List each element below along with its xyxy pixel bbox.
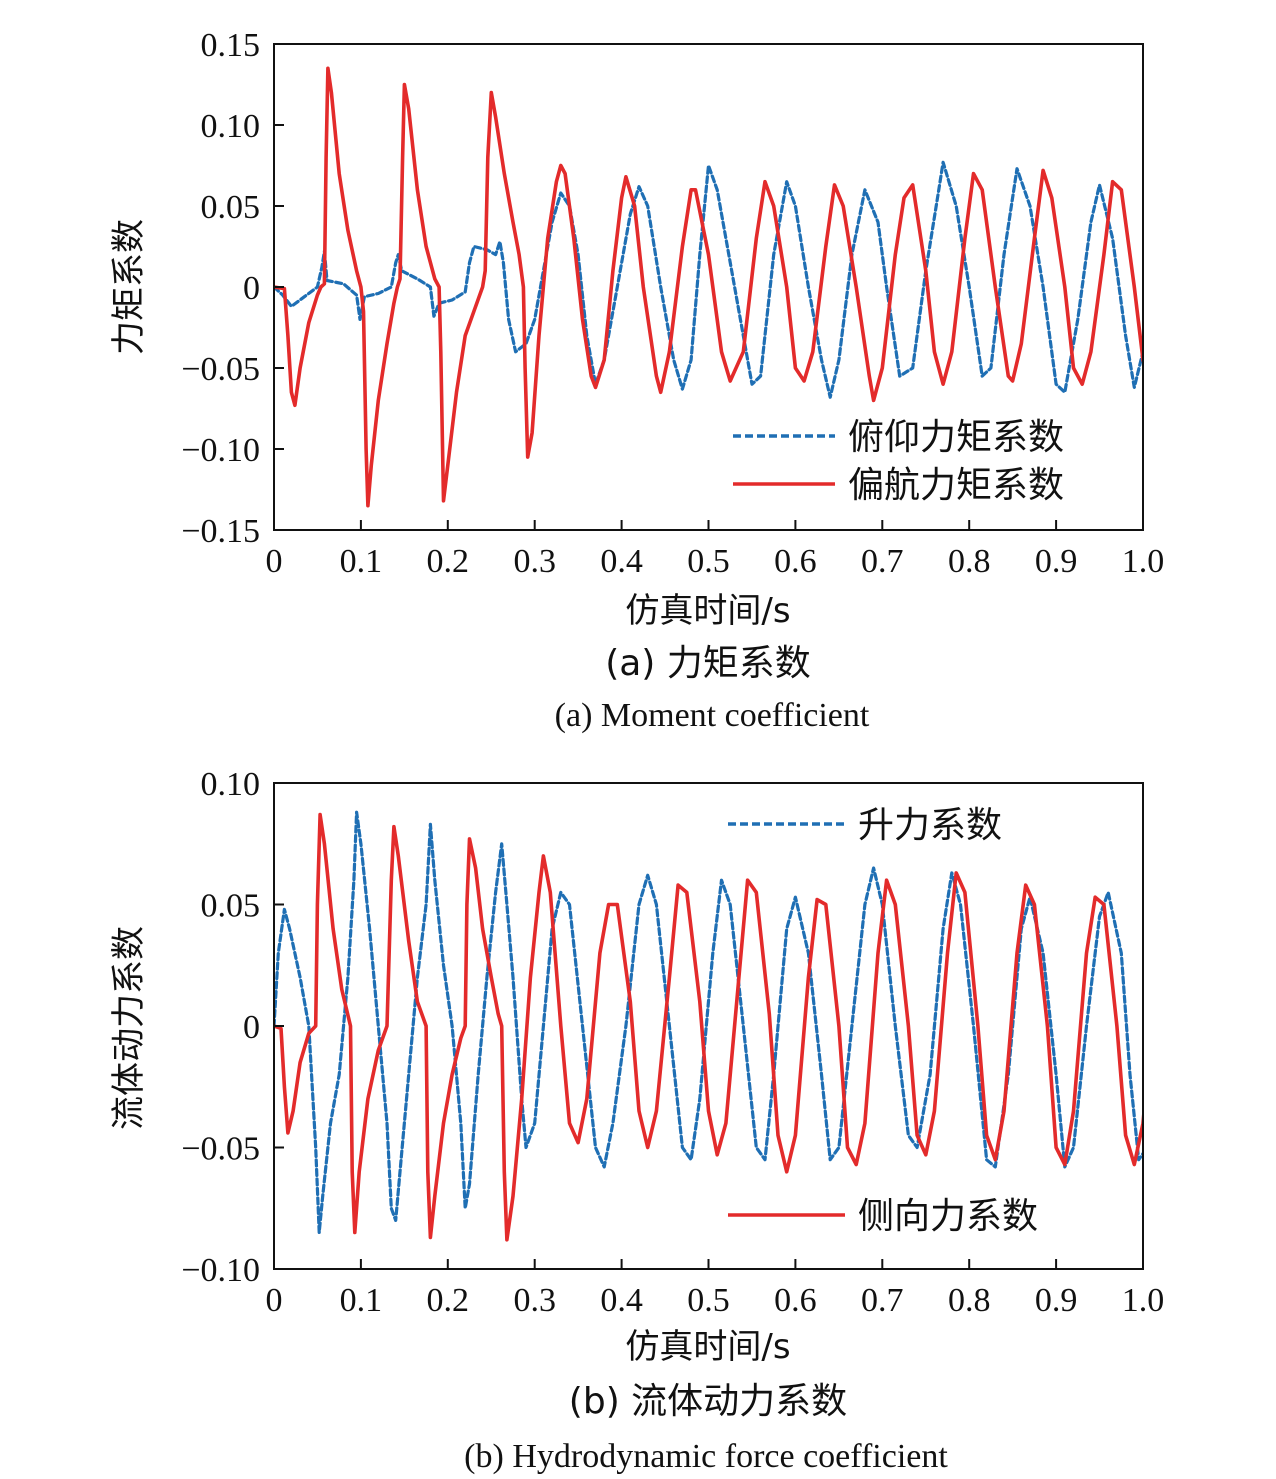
caption-english: (a) Moment coefficient	[555, 697, 870, 734]
y-tick-label: 0.15	[201, 27, 261, 64]
tick-group: 0 0.1 0.2 0.3 0.4 0.5 0.6 0.7 0.8 0.9 1.0 0.15 0.10 0…	[181, 27, 1164, 580]
x-tick-label: 0.2	[427, 543, 470, 580]
y-tick-label: 0	[243, 270, 260, 307]
y-tick-label: −0.10	[181, 1252, 260, 1289]
y-tick-label: 0.10	[201, 766, 261, 803]
y-tick-label: −0.05	[181, 1131, 260, 1168]
x-tick-label: 1.0	[1122, 543, 1165, 580]
x-tick-label: 0.5	[687, 543, 730, 580]
caption-english: (b) Hydrodynamic force coefficient	[464, 1438, 948, 1475]
x-tick-label: 0.1	[340, 1282, 383, 1319]
series-line-0	[274, 160, 1143, 399]
y-tick-label: 0.05	[201, 189, 261, 226]
y-tick-label: 0.05	[201, 888, 261, 925]
x-axis-label: 仿真时间/s	[625, 591, 790, 631]
series-line-0	[274, 810, 1143, 1235]
x-tick-label: 0.2	[427, 1282, 470, 1319]
plot-series-group	[274, 66, 1143, 508]
y-tick-label: 0.10	[201, 108, 261, 145]
tick-group: 0 0.1 0.2 0.3 0.4 0.5 0.6 0.7 0.8 0.9 1.0 0.10 0.05 0…	[181, 766, 1164, 1319]
x-tick-label: 0.4	[600, 543, 643, 580]
y-tick-label: −0.10	[181, 432, 260, 469]
x-tick-label: 0.6	[774, 543, 817, 580]
x-axis-label: 仿真时间/s	[625, 1327, 790, 1367]
legend-label-pitch: 俯仰力矩系数	[848, 417, 1064, 458]
y-tick-label: −0.15	[181, 513, 260, 550]
x-tick-label: 0.6	[774, 1282, 817, 1319]
y-axis-label: 力矩系数	[109, 219, 149, 355]
x-tick-label: 0.4	[600, 1282, 643, 1319]
x-tick-label: 0.1	[340, 543, 383, 580]
x-tick-label: 0.3	[513, 543, 556, 580]
legend: 俯仰力矩系数 偏航力矩系数	[733, 417, 1064, 506]
x-tick-label: 0.7	[861, 1282, 904, 1319]
x-tick-label: 0.9	[1035, 1282, 1078, 1319]
plot-series-group	[274, 810, 1143, 1242]
x-tick-label: 0.9	[1035, 543, 1078, 580]
legend-label-side: 侧向力系数	[858, 1196, 1038, 1237]
legend-label-lift: 升力系数	[858, 805, 1002, 846]
x-tick-label: 1.0	[1122, 1282, 1165, 1319]
x-tick-label: 0	[266, 1282, 283, 1319]
series-line-1	[274, 812, 1143, 1242]
x-tick-label: 0.8	[948, 543, 991, 580]
x-tick-label: 0.5	[687, 1282, 730, 1319]
chart-moment-coefficient: 0 0.1 0.2 0.3 0.4 0.5 0.6 0.7 0.8 0.9 1.0 0.15 0.10 0…	[109, 27, 1164, 734]
x-tick-label: 0.3	[513, 1282, 556, 1319]
caption-chinese: (a) 力矩系数	[605, 643, 811, 684]
legend: 升力系数 侧向力系数	[728, 805, 1038, 1237]
y-axis-label: 流体动力系数	[109, 926, 149, 1130]
legend-label-yaw: 偏航力矩系数	[848, 465, 1064, 506]
series-line-1	[274, 66, 1143, 508]
y-tick-label: −0.05	[181, 351, 260, 388]
caption-chinese: (b) 流体动力系数	[569, 1381, 847, 1422]
x-tick-label: 0.8	[948, 1282, 991, 1319]
chart-hydrodynamic-force-coefficient: 0 0.1 0.2 0.3 0.4 0.5 0.6 0.7 0.8 0.9 1.0 0.10 0.05 0…	[109, 766, 1164, 1475]
x-tick-label: 0	[266, 543, 283, 580]
x-tick-label: 0.7	[861, 543, 904, 580]
y-tick-label: 0	[243, 1009, 260, 1046]
